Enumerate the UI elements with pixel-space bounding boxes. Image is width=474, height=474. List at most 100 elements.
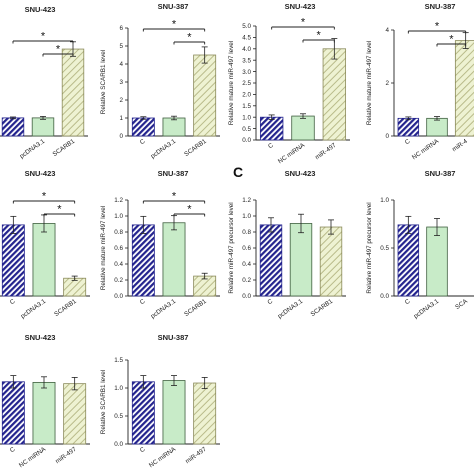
- chart-title: SNU-387: [425, 2, 456, 11]
- bar: [31, 117, 55, 137]
- y-tick-label: 0.5: [114, 413, 123, 420]
- bar: [61, 48, 85, 137]
- chart-title: SNU-387: [158, 2, 189, 11]
- x-tick-label: C: [139, 138, 147, 147]
- y-tick-label: 1.0: [114, 213, 123, 220]
- x-tick-label: C: [9, 298, 17, 307]
- y-tick-label: 3: [119, 79, 123, 86]
- y-tick-label: 1.0: [242, 213, 251, 220]
- y-axis-label: Relative mature miR-497 level: [100, 206, 107, 290]
- chart-title: SNU-387: [158, 169, 189, 178]
- bar: [193, 54, 217, 137]
- significance-star: *: [41, 31, 46, 43]
- bar: [397, 224, 420, 297]
- y-tick-label: 1.5: [114, 357, 123, 364]
- bar: [1, 224, 25, 297]
- x-tick-label: SCARB1: [309, 298, 334, 318]
- bar: [426, 117, 448, 137]
- bar: [322, 48, 347, 141]
- x-tick-label: SCARB1: [53, 298, 78, 318]
- y-tick-label: 4.0: [242, 46, 251, 53]
- y-tick-label: 5.0: [242, 23, 251, 30]
- y-axis-label: Relative mature miR-497 level: [366, 41, 373, 125]
- y-tick-label: 0.8: [114, 229, 123, 236]
- chart-title: SNU-423: [285, 169, 316, 178]
- bar: [1, 117, 25, 137]
- y-tick-label: 3.0: [242, 69, 251, 76]
- y-axis-label: Relative miR-497 precursor level: [228, 202, 235, 293]
- x-tick-label: C: [267, 142, 275, 151]
- significance-star: *: [449, 34, 454, 46]
- chart-panel-8: SNU-387 0.0 0.5 1.0 Relative miR-497 precurs…: [366, 169, 474, 320]
- y-tick-label: 2.5: [242, 80, 251, 87]
- y-tick-label: 0.6: [114, 245, 123, 252]
- x-tick-label: miR-4: [451, 138, 469, 154]
- y-axis-label: Relative SCARB1 level: [100, 50, 107, 114]
- x-tick-label: pcDNA3.1: [150, 298, 178, 320]
- y-axis-label: Relative mature miR-497 level: [228, 41, 235, 125]
- panel-letter: C: [233, 164, 244, 180]
- chart-title: SNU-423: [25, 5, 56, 14]
- y-tick-label: 0: [119, 133, 123, 140]
- y-tick-label: 0.5: [380, 245, 389, 252]
- bar: [162, 222, 186, 297]
- y-tick-label: 6: [119, 25, 123, 32]
- chart-title: SNU-387: [158, 333, 189, 342]
- bar: [131, 381, 155, 445]
- chart-panel-4: SNU-387 0 2 4 Relative mature miR-497 level C…: [366, 2, 474, 161]
- chart-panel-5: SNU-423 C pcDNA3.1 SCARB1 * *: [0, 169, 90, 320]
- y-tick-label: 4: [119, 61, 123, 68]
- y-tick-label: 2: [385, 80, 389, 87]
- y-tick-label: 1.2: [114, 197, 123, 204]
- x-tick-label: NC miRNA: [148, 445, 178, 469]
- bar: [319, 226, 343, 297]
- bar: [63, 277, 87, 297]
- y-tick-label: 0.4: [242, 261, 251, 268]
- chart-panel-3: SNU-423 0.0 0.5 1.0 1.5 2.0 2.5 3.0 3.5 4.0 4.5 5.0…: [228, 2, 350, 165]
- bar: [63, 383, 87, 445]
- bar: [162, 380, 186, 445]
- y-tick-label: 1.5: [242, 103, 251, 110]
- x-tick-label: pcDNA3.1: [20, 298, 48, 320]
- x-tick-label: NC miRNA: [411, 137, 441, 161]
- chart-title: SNU-423: [285, 2, 316, 11]
- y-tick-label: 0.2: [114, 277, 123, 284]
- x-tick-label: C: [266, 298, 274, 307]
- y-tick-label: 2.0: [242, 92, 251, 99]
- bar: [32, 381, 56, 445]
- y-tick-label: 0.0: [114, 441, 123, 448]
- significance-star: *: [172, 191, 177, 203]
- x-tick-label: pcDNA3.1: [150, 138, 178, 160]
- y-tick-label: 0.2: [242, 277, 251, 284]
- x-tick-label: pcDNA3.1: [19, 138, 47, 160]
- significance-star: *: [57, 204, 62, 216]
- bar: [454, 40, 474, 137]
- x-tick-label: NC miRNA: [277, 141, 307, 165]
- significance-star: *: [187, 204, 192, 216]
- y-tick-label: 5: [119, 43, 123, 50]
- y-tick-label: 3.5: [242, 57, 251, 64]
- chart-title: SNU-387: [425, 169, 456, 178]
- chart-panel-6: SNU-387 0.0 0.2 0.4 0.6 0.8 1.0 1.2 Relative mat…: [100, 169, 220, 320]
- chart-panel-7: SNU-423 0.0 0.2 0.4 0.6 0.8 1.0 1.2 Relative miR…: [228, 169, 346, 320]
- significance-star: *: [435, 21, 440, 33]
- x-tick-label: miR-497: [184, 446, 208, 466]
- y-tick-label: 1.0: [380, 197, 389, 204]
- x-tick-label: C: [404, 138, 412, 147]
- y-tick-label: 2: [119, 97, 123, 104]
- y-tick-label: 0.0: [380, 293, 389, 300]
- chart-panel-10: SNU-387 0.0 0.5 1.0 1.5 Relative SCARB1 level…: [100, 333, 220, 469]
- significance-star: *: [172, 19, 177, 31]
- bar: [259, 116, 284, 141]
- x-tick-label: pcDNA3.1: [277, 298, 305, 320]
- chart-panel-1: SNU-423 pcDNA3.1 SCARB1 * *: [0, 5, 88, 160]
- chart-title: SNU-423: [25, 333, 56, 342]
- bar: [1, 381, 25, 445]
- bar: [397, 117, 420, 137]
- x-tick-label: C: [139, 298, 147, 307]
- y-tick-label: 0.6: [242, 245, 251, 252]
- significance-star: *: [317, 30, 322, 42]
- y-tick-label: 0.4: [114, 261, 123, 268]
- y-tick-label: 0.0: [242, 293, 251, 300]
